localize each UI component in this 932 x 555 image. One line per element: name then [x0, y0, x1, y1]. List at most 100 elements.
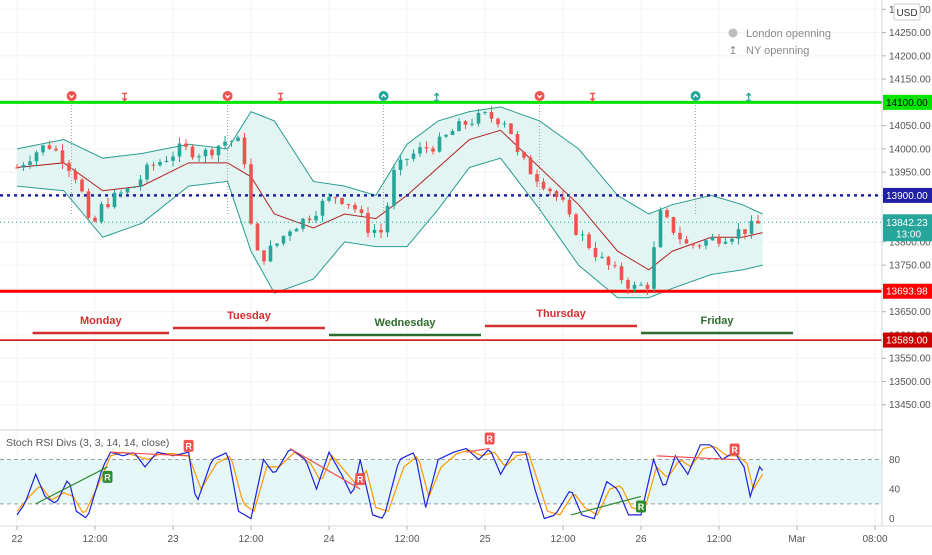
candle-body	[411, 153, 416, 159]
divergence-label: R	[185, 441, 192, 451]
candle-body	[463, 121, 468, 125]
time-tick-label: 12:00	[394, 534, 419, 545]
london-chevron	[68, 94, 75, 99]
indicator-legend[interactable]: Stoch RSI Divs (3, 3, 14, 14, close)	[6, 437, 169, 449]
candle-body	[164, 160, 169, 162]
london-open-icon	[66, 91, 77, 101]
candle-body	[619, 266, 624, 281]
divergence-label: R	[638, 502, 645, 512]
candle-body	[151, 164, 156, 166]
divergence-badge-bear	[355, 473, 366, 486]
day-label-monday: Monday	[80, 315, 122, 327]
candle-body	[366, 212, 370, 233]
price-tick-label: 13550.00	[889, 354, 931, 365]
candle-body	[190, 146, 195, 158]
candle-body	[489, 112, 494, 119]
candle-body	[333, 197, 338, 199]
time-tick-label: 12:00	[82, 534, 107, 545]
candle-body	[431, 148, 435, 152]
time-tick-label: Mar	[788, 534, 806, 545]
candle-body	[210, 149, 214, 156]
price-tick-label: 13950.00	[889, 168, 931, 179]
candle-body	[756, 220, 760, 224]
candle-body	[236, 137, 240, 142]
divergence-label: R	[731, 445, 738, 455]
time-tick-label: 25	[479, 534, 491, 545]
countdown-label: 13:00	[896, 229, 921, 240]
candle-body	[47, 145, 52, 149]
candle-body	[314, 215, 318, 221]
divergence-badge-bear	[484, 432, 495, 445]
candle-body	[281, 235, 286, 244]
candle-body	[658, 210, 663, 248]
candle-body	[626, 280, 630, 289]
candle-body	[502, 123, 507, 125]
price-tick-label: 14050.00	[889, 121, 931, 132]
candle-body	[34, 152, 39, 162]
candles	[15, 106, 760, 295]
divergence-line-bull	[570, 495, 642, 516]
candle-body	[307, 218, 312, 221]
candle-body	[483, 112, 487, 114]
candle-body	[28, 161, 32, 165]
candle-body	[249, 164, 253, 224]
divergence-label: R	[357, 475, 364, 485]
candle-body	[125, 187, 130, 193]
stoch-tick-label: 40	[889, 485, 901, 496]
candle-body	[327, 197, 331, 201]
price-tick-label: 13750.00	[889, 261, 931, 272]
london-chevron	[536, 94, 543, 99]
candle-body	[587, 234, 591, 248]
price-tick-label: 13450.00	[889, 400, 931, 411]
time-tick-label: 12:00	[550, 534, 575, 545]
price-tick-label: 14250.00	[889, 28, 931, 39]
stoch-tick-label: 80	[889, 455, 901, 466]
london-open-icon	[222, 91, 233, 101]
candle-body	[21, 164, 26, 168]
candle-body	[736, 229, 741, 239]
candle-body	[509, 123, 513, 135]
ny-open-icon: ↧	[588, 92, 597, 104]
candle-body	[262, 250, 266, 262]
candle-body	[216, 145, 221, 156]
divergence-line-bear	[656, 455, 735, 461]
candle-body	[359, 209, 364, 213]
london-chevron	[224, 94, 231, 99]
london-open-icon	[378, 91, 389, 101]
session-markers: ↧ ↧ ↥ ↧ ↥	[66, 91, 753, 215]
time-tick-label: 22	[11, 534, 23, 545]
legend-item-london: London openning	[728, 28, 831, 40]
currency-badge[interactable]: USD	[893, 3, 921, 21]
candle-body	[398, 159, 403, 170]
level-price-label-mid: 13900.00	[886, 191, 928, 202]
candle-body	[437, 136, 442, 152]
candle-body	[255, 223, 260, 251]
london-open-icon	[728, 28, 738, 38]
legend: London openning ↥ NY openning	[728, 28, 831, 57]
candle-body	[541, 181, 546, 189]
time-tick-label: 23	[167, 534, 179, 545]
divergence-badge-bear	[183, 439, 194, 452]
candle-body	[54, 148, 58, 151]
currency-label: USD	[896, 8, 917, 19]
level-price-badge-lower	[883, 332, 932, 348]
price-tick-label: 14150.00	[889, 75, 931, 86]
time-axis[interactable]: 22 12:00 23 12:00 24 12:00 25 12:00 26 12:00 Mar 08…	[0, 525, 932, 545]
candle-body	[80, 179, 84, 192]
candle-body	[392, 169, 396, 206]
candle-body	[652, 247, 656, 289]
level-price-label-lower: 13589.00	[886, 336, 928, 347]
candle-body	[60, 150, 65, 163]
candle-body	[346, 203, 351, 205]
candle-body	[476, 112, 481, 124]
candle-body	[301, 218, 305, 229]
candle-body	[444, 134, 448, 137]
day-label-thursday: Thursday	[536, 308, 586, 320]
candle-body	[119, 192, 123, 194]
ny-open-icon: ↥	[432, 92, 441, 104]
time-tick-label: 12:00	[238, 534, 263, 545]
candle-body	[294, 228, 299, 232]
divergence-line-bear	[466, 447, 490, 453]
